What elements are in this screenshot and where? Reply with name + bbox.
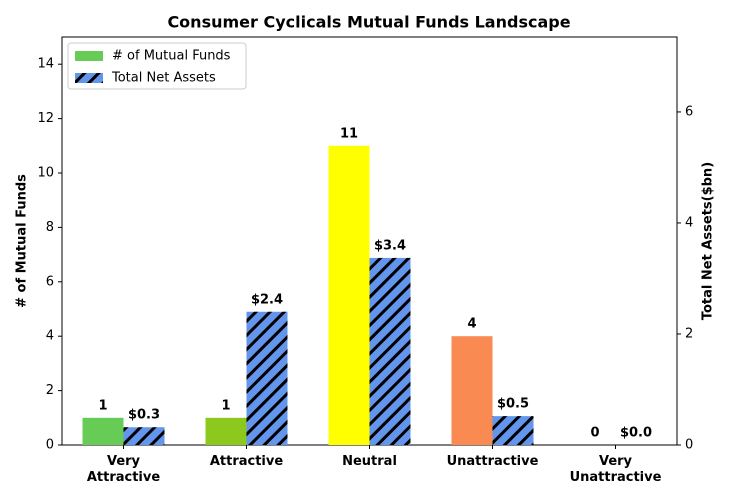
y-tick-label: 4 <box>46 329 54 344</box>
x-tick-line: Attractive <box>87 470 161 485</box>
legend-label: # of Mutual Funds <box>112 49 231 64</box>
y-tick-label: 2 <box>46 383 54 398</box>
bar <box>82 417 124 445</box>
x-tick-line: Unattractive <box>570 470 662 485</box>
y-axis-label: # of Mutual Funds <box>15 174 30 308</box>
y-tick-label: 0 <box>46 438 54 453</box>
y-tick-label: 6 <box>46 274 54 289</box>
x-tick-label: Neutral <box>342 454 397 469</box>
x-tick-label: Unattractive <box>447 454 539 469</box>
bar-hatch <box>492 416 534 445</box>
y2-tick-label: 0 <box>685 438 693 453</box>
y2-axis-label: Total Net Assets($bn) <box>701 162 716 320</box>
y2-tick-label: 6 <box>685 104 693 119</box>
value-label: $0.3 <box>128 408 160 423</box>
value-label: $0.5 <box>497 397 529 412</box>
y-tick-label: 10 <box>37 166 54 181</box>
x-tick-line: Very <box>107 454 141 469</box>
bar-hatch <box>369 257 411 445</box>
value-label: $3.4 <box>374 238 406 253</box>
value-label: $0.0 <box>620 426 652 441</box>
y-tick-label: 8 <box>46 220 54 235</box>
value-label: 1 <box>221 398 230 413</box>
y-tick-label: 14 <box>37 57 54 72</box>
y2-tick-label: 4 <box>685 215 693 230</box>
bar <box>328 145 370 446</box>
chart-title: Consumer Cyclicals Mutual Funds Landscap… <box>167 13 570 32</box>
x-tick-label: Very Attractive <box>87 454 161 485</box>
value-label: 0 <box>590 426 599 441</box>
x-tick-line: Attractive <box>210 454 284 469</box>
bar-hatch <box>123 427 165 445</box>
value-label: $2.4 <box>251 292 283 307</box>
y2-tick-label: 2 <box>685 326 693 341</box>
bar <box>205 417 247 445</box>
value-label: 4 <box>467 317 476 332</box>
value-label: 1 <box>98 398 107 413</box>
bar <box>451 336 493 445</box>
x-tick-line: Very <box>599 454 633 469</box>
legend-hatch <box>75 73 103 83</box>
x-tick-line: Neutral <box>342 454 397 469</box>
y-tick-label: 12 <box>37 111 54 126</box>
x-tick-line: Unattractive <box>447 454 539 469</box>
x-tick-label: Very Unattractive <box>570 454 662 485</box>
x-tick-label: Attractive <box>210 454 284 469</box>
bar-hatch <box>246 311 288 445</box>
value-label: 11 <box>340 126 358 141</box>
legend-label: Total Net Assets <box>111 71 216 86</box>
legend-swatch <box>75 51 103 61</box>
legend-box <box>67 42 247 90</box>
